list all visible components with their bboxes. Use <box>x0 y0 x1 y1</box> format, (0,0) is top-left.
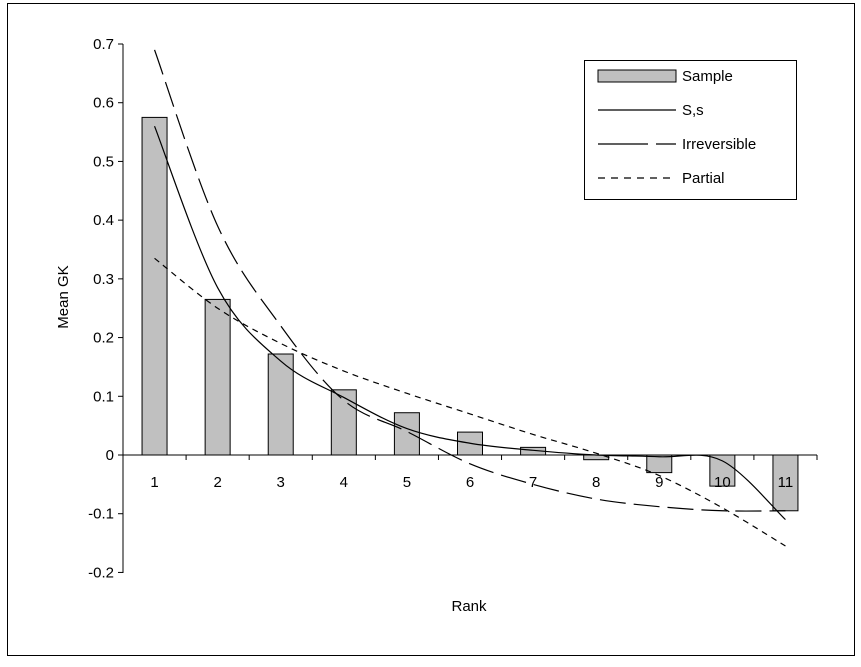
y-tick-label: 0.3 <box>93 271 114 288</box>
legend-label: Irreversible <box>682 136 756 153</box>
x-tick-label: 6 <box>466 474 474 491</box>
legend-label: Partial <box>682 170 725 187</box>
y-tick-label: 0.7 <box>93 36 114 53</box>
legend-swatch <box>597 69 677 83</box>
legend-label: Sample <box>682 68 733 85</box>
axes <box>122 44 818 573</box>
y-tick-label: 0.5 <box>93 153 114 170</box>
x-tick-label: 9 <box>655 474 663 491</box>
bars <box>141 116 799 512</box>
legend-box <box>584 60 797 200</box>
bar <box>330 389 357 456</box>
bar <box>393 412 420 456</box>
bar <box>709 454 736 487</box>
series-line <box>153 125 786 521</box>
x-tick-label: 3 <box>277 474 285 491</box>
bar <box>204 298 231 456</box>
x-tick-label: 11 <box>778 474 794 491</box>
x-tick-label: 2 <box>213 474 221 491</box>
y-tick-label: 0.1 <box>93 388 114 405</box>
y-tick-label: 0 <box>106 447 114 464</box>
x-tick-label: 5 <box>403 474 411 491</box>
series-lines <box>153 49 786 547</box>
y-axis-label: Mean GK <box>55 265 72 328</box>
y-tick-label: -0.2 <box>88 564 114 581</box>
bar <box>141 116 168 456</box>
y-tick-label: -0.1 <box>88 506 114 523</box>
x-axis-label: Rank <box>451 598 487 615</box>
x-axis-ticks: 1 2 3 4 5 6 7 8 9 10 11 <box>150 474 793 491</box>
x-tick-label: 1 <box>150 474 158 491</box>
x-tick-label: 8 <box>592 474 600 491</box>
series-line <box>154 257 786 547</box>
x-tick-label: 4 <box>340 474 348 491</box>
bar <box>772 454 799 512</box>
x-tick-label: 7 <box>529 474 537 491</box>
bar <box>646 454 673 474</box>
y-tick-label: 0.2 <box>93 330 114 347</box>
legend: Sample S,s Irreversible Partial <box>584 60 797 200</box>
y-tick-label: 0.6 <box>93 95 114 112</box>
y-axis-ticks: 0.7 0.6 0.5 0.4 0.3 0.2 0.1 0 -0.1 -0.2 <box>88 36 123 581</box>
x-tick-label: 10 <box>714 474 731 491</box>
y-tick-label: 0.4 <box>93 212 114 229</box>
legend-label: S,s <box>682 102 704 119</box>
bar <box>267 353 294 456</box>
series-line <box>153 49 786 512</box>
